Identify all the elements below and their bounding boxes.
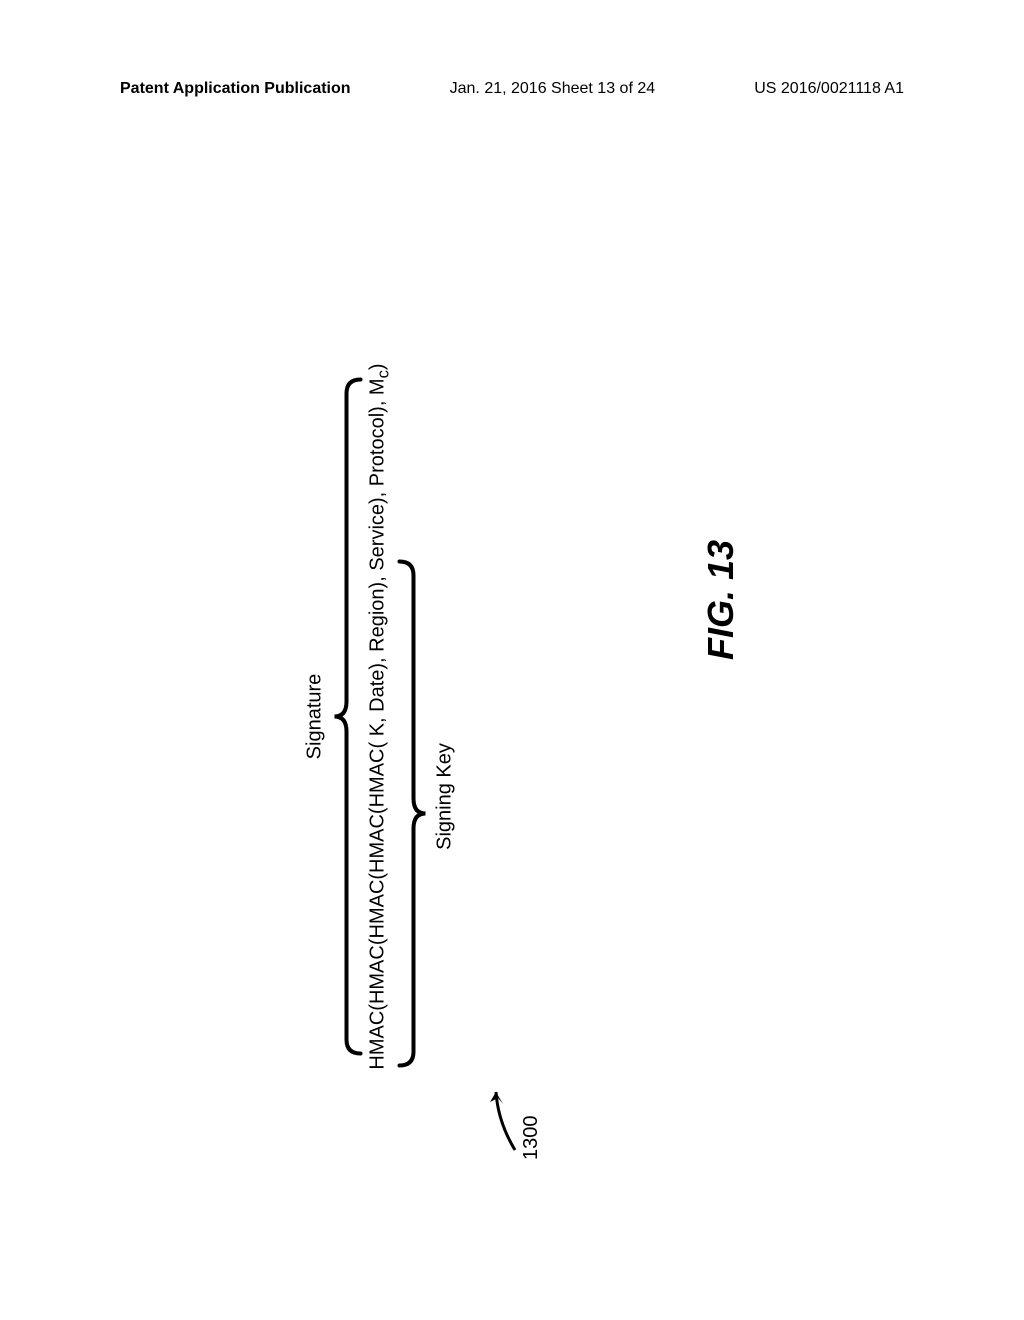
diagram-area: Signature HMAC(HMAC(HMAC(HMAC(HMAC( K, D…	[0, 140, 1024, 1140]
formula-sub: c	[374, 370, 393, 378]
page-header: Patent Application Publication Jan. 21, …	[0, 80, 1024, 98]
header-right: US 2016/0021118 A1	[754, 80, 904, 98]
signature-label: Signature	[304, 357, 327, 1077]
formula-tail: )	[367, 363, 389, 370]
bottom-brace	[396, 554, 430, 1074]
ref-number-group: 1300	[490, 1080, 543, 1160]
hmac-formula: HMAC(HMAC(HMAC(HMAC(HMAC( K, Date), Regi…	[367, 357, 394, 1077]
ref-number: 1300	[520, 1080, 543, 1160]
page-root: Patent Application Publication Jan. 21, …	[0, 0, 1024, 1320]
formula-main: HMAC(HMAC(HMAC(HMAC(HMAC( K, Date), Regi…	[367, 378, 389, 1069]
signing-key-label: Signing Key	[434, 357, 457, 1237]
figure-label: FIG. 13	[700, 540, 742, 660]
top-brace	[331, 372, 365, 1062]
rotated-content: Signature HMAC(HMAC(HMAC(HMAC(HMAC( K, D…	[304, 357, 457, 1077]
ref-arrow-icon	[490, 1080, 520, 1160]
header-left: Patent Application Publication	[120, 80, 351, 98]
header-mid: Jan. 21, 2016 Sheet 13 of 24	[450, 80, 656, 98]
